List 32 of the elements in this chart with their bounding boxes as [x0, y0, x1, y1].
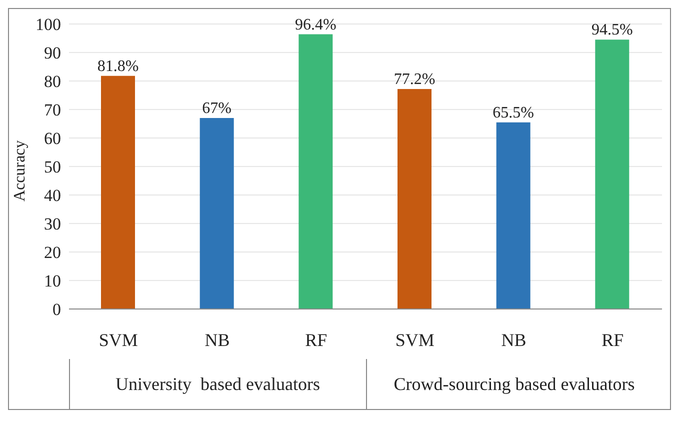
y-tick-label: 30: [44, 214, 61, 234]
data-label: 67%: [202, 100, 232, 118]
y-tick-label: 0: [52, 300, 61, 320]
y-tick-label: 100: [36, 15, 61, 34]
bar: [101, 76, 135, 309]
bar: [200, 118, 234, 309]
data-label: 65.5%: [492, 104, 534, 122]
x-tick-label: RF: [305, 330, 328, 350]
y-tick-label: 10: [44, 272, 61, 291]
y-tick-label: 20: [44, 243, 61, 262]
y-tick-label: 50: [44, 158, 61, 177]
text: Crowd-sourcing based evaluators: [366, 359, 662, 409]
x-tick-label: SVM: [395, 330, 434, 350]
y-axis-title: Accuracy: [12, 140, 29, 202]
bar: [595, 40, 630, 309]
y-tick-label: 80: [44, 72, 61, 92]
bar: [298, 34, 333, 309]
x-tick-label: NB: [204, 330, 230, 350]
bar: [398, 88, 432, 309]
bar: [496, 122, 530, 309]
y-tick-label: 70: [44, 100, 61, 120]
data-label: 96.4%: [295, 16, 336, 34]
y-tick-label: 40: [44, 186, 61, 206]
x-tick-label: NB: [501, 330, 526, 350]
text: University based evaluators: [69, 359, 366, 409]
data-label: 94.5%: [592, 22, 633, 39]
data-label: 81.8%: [97, 58, 139, 75]
y-tick-label: 60: [44, 129, 61, 148]
x-tick-label: SVM: [98, 330, 138, 350]
y-tick-label: 90: [44, 44, 61, 63]
x-tick-label: RF: [602, 330, 624, 350]
data-label: 77.2%: [394, 70, 436, 88]
